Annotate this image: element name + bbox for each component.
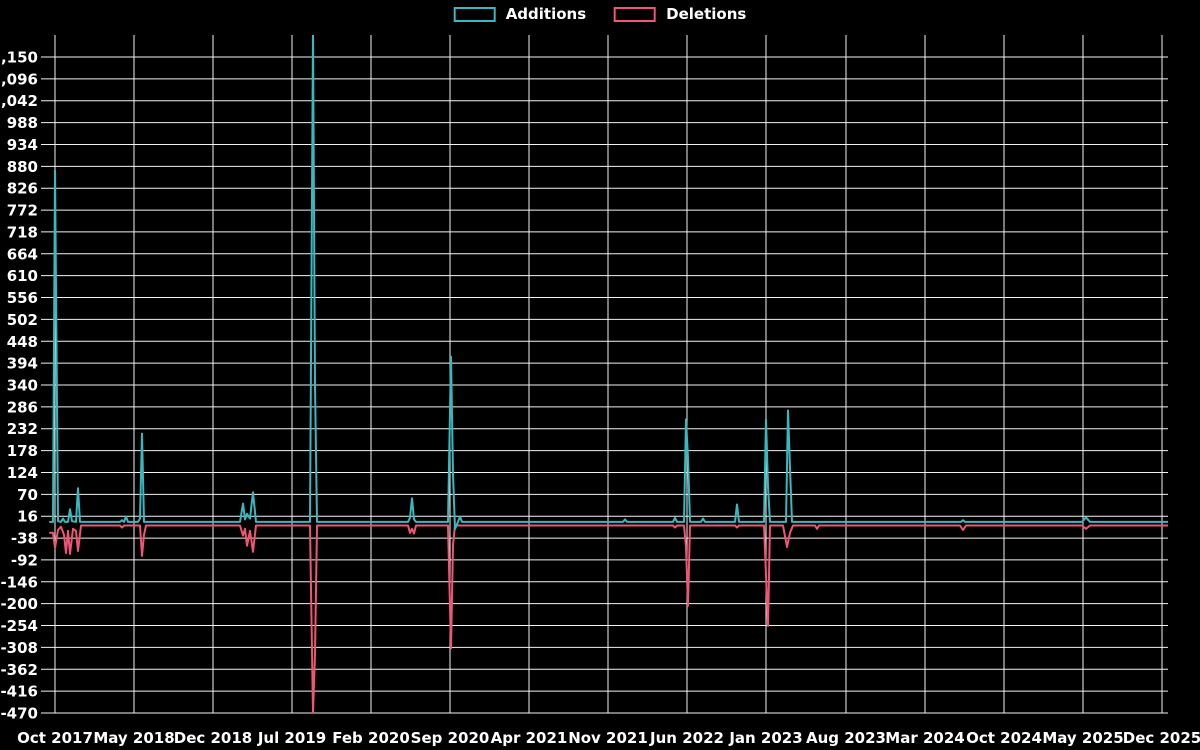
x-tick-label: Dec 2018	[174, 729, 253, 747]
x-tick-label: Aug 2023	[806, 729, 886, 747]
x-tick-label: Dec 2025	[1123, 729, 1200, 747]
legend-label-additions: Additions	[505, 5, 587, 23]
x-tick-label: May 2018	[93, 729, 174, 747]
y-tick-label: -92	[11, 551, 38, 569]
y-tick-label: -38	[11, 530, 38, 548]
x-tick-label: Feb 2020	[332, 729, 410, 747]
y-tick-label: -308	[0, 639, 38, 657]
y-tick-label: 70	[17, 486, 38, 504]
y-tick-label: -200	[0, 595, 38, 613]
y-tick-label: 772	[7, 202, 38, 220]
y-tick-label: 502	[7, 311, 38, 329]
x-tick-label: Nov 2021	[568, 729, 648, 747]
x-tick-label: Jul 2019	[257, 729, 326, 747]
y-tick-label: 934	[7, 136, 38, 154]
legend-item-deletions[interactable]: Deletions	[614, 7, 746, 22]
y-tick-label: 1,042	[0, 92, 38, 110]
y-tick-label: 286	[7, 398, 38, 416]
deletions-swatch-icon	[614, 7, 657, 22]
x-tick-label: Apr 2021	[491, 729, 568, 747]
y-tick-label: -416	[0, 683, 38, 701]
x-tick-label: Jun 2022	[649, 729, 724, 747]
y-tick-label: 232	[7, 420, 38, 438]
y-tick-label: 1,150	[0, 49, 38, 67]
y-tick-label: 394	[7, 355, 38, 373]
y-tick-label: 1,096	[0, 70, 38, 88]
series-group	[49, 35, 1168, 714]
y-tick-label: 556	[7, 289, 38, 307]
y-tick-label: 826	[7, 180, 38, 198]
y-tick-label: 124	[7, 464, 38, 482]
y-tick-label: 448	[7, 333, 38, 351]
x-tick-label: May 2025	[1042, 729, 1123, 747]
y-tick-label: 988	[7, 114, 38, 132]
x-tick-label: Oct 2017	[17, 729, 93, 747]
deletions-line	[49, 524, 1168, 714]
y-tick-label: -470	[0, 705, 38, 723]
x-tick-label: Jan 2023	[728, 729, 802, 747]
additions-swatch-icon	[453, 7, 496, 22]
y-tick-label: 178	[7, 442, 38, 460]
y-tick-label: 16	[17, 508, 38, 526]
legend-label-deletions: Deletions	[666, 5, 747, 23]
y-tick-label: 718	[7, 223, 38, 241]
y-tick-label: 664	[7, 245, 38, 263]
additions-line	[49, 35, 1168, 530]
x-tick-label: Sep 2020	[411, 729, 490, 747]
x-tick-label: Mar 2024	[885, 729, 964, 747]
x-tick-label: Oct 2024	[966, 729, 1042, 747]
chart-legend: Additions Deletions	[453, 5, 746, 23]
y-tick-label: -146	[0, 573, 38, 591]
y-tick-label: -254	[0, 617, 38, 635]
y-tick-label: -362	[0, 661, 38, 679]
y-tick-label: 340	[7, 377, 38, 395]
legend-item-additions[interactable]: Additions	[453, 5, 587, 23]
y-tick-label: 880	[7, 158, 38, 176]
y-tick-label: 610	[7, 267, 38, 285]
